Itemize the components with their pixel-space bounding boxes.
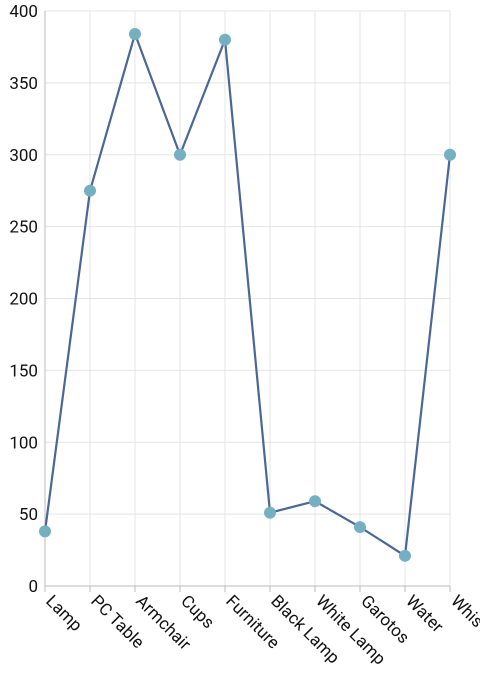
y-tick-label: 350	[9, 74, 38, 94]
y-tick-label: 150	[9, 361, 38, 381]
point	[444, 148, 456, 161]
y-tick-label: 300	[9, 146, 38, 166]
point	[174, 148, 186, 161]
x-tick-label: Cups	[176, 591, 218, 633]
y-tick-label: 0	[28, 577, 38, 597]
y-tick-label: 50	[19, 505, 38, 525]
point	[219, 33, 231, 46]
y-tick-label: 200	[9, 290, 38, 310]
y-tick-label: 250	[9, 218, 38, 238]
y-tick-label: 100	[9, 433, 38, 453]
point	[264, 506, 276, 519]
point	[84, 184, 96, 197]
series-line	[43, 30, 452, 558]
point	[39, 525, 51, 538]
x-tick-label: Whis	[446, 591, 480, 632]
x-tick-label: Lamp	[41, 591, 85, 635]
y-tick-label: 400	[9, 2, 38, 22]
point	[354, 521, 366, 534]
point	[399, 549, 411, 562]
point	[309, 495, 321, 508]
point	[129, 28, 141, 40]
